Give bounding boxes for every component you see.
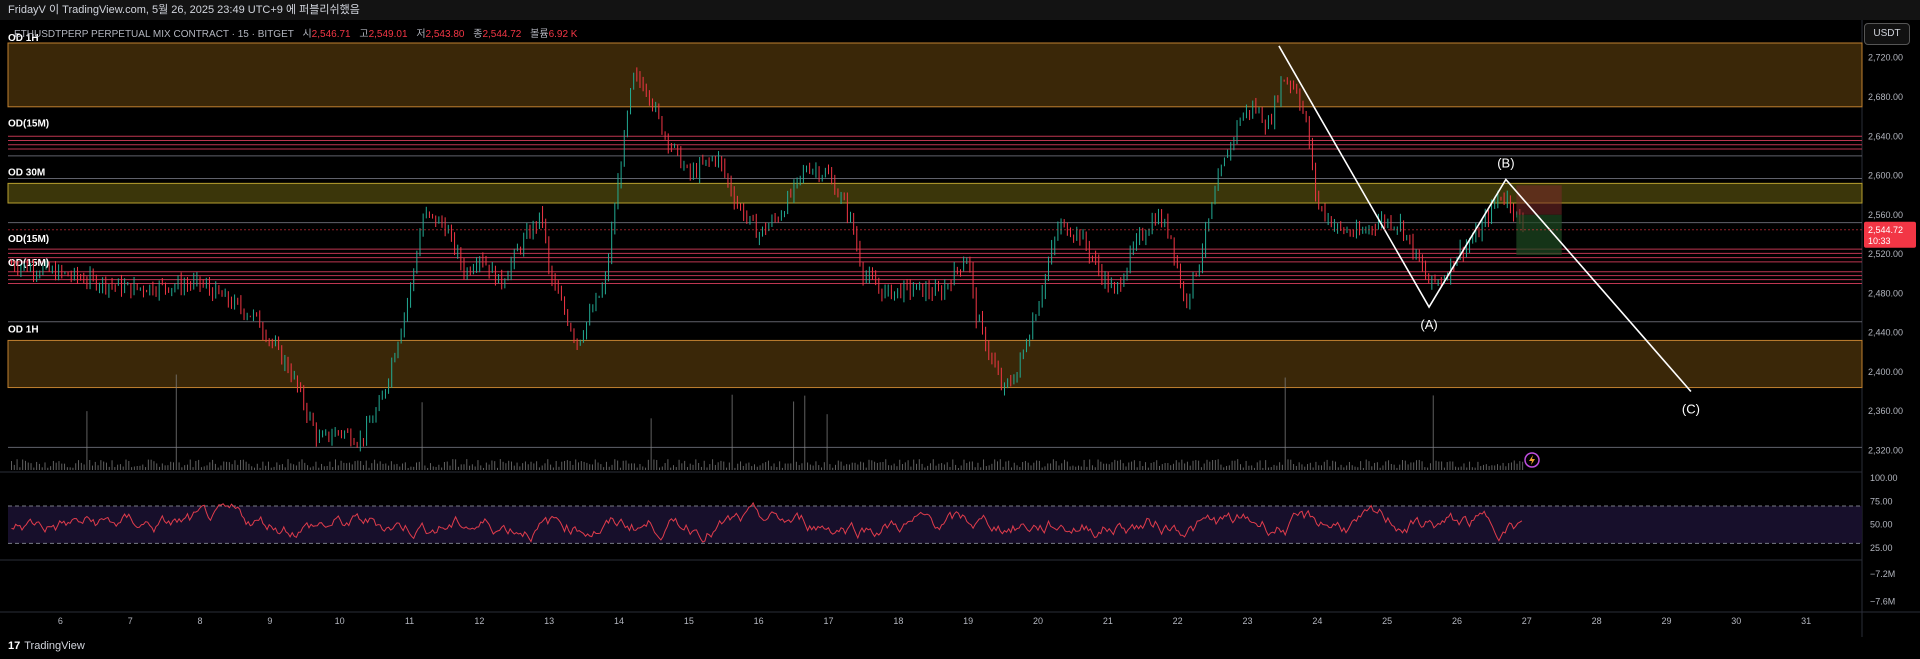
low-value: 2,543.80 [425, 29, 465, 40]
wave-label-a: (A) [1420, 317, 1437, 332]
rsi-pane: 100.00 75.00 50.00 25.00 [0, 471, 1898, 553]
time-tick: 29 [1661, 616, 1671, 626]
open-value: 2,546.71 [311, 29, 351, 40]
time-tick: 18 [893, 616, 903, 626]
current-price-badge [1864, 221, 1916, 248]
symbol-legend: ETHUSDTPERP PERPETUAL MIX CONTRACT · 15 … [14, 25, 577, 40]
rsi-tick: 100.00 [1870, 473, 1898, 483]
zone-label: OD 30M [8, 167, 45, 178]
price-axis: 2,720.00 2,680.00 2,640.00 2,600.00 2,560.00… [1868, 53, 1903, 456]
wave-label-c: (C) [1682, 401, 1700, 416]
time-tick: 27 [1522, 616, 1532, 626]
volume-layer [10, 374, 1524, 470]
high-value: 2,549.01 [368, 29, 408, 40]
time-tick: 23 [1242, 616, 1252, 626]
cvd-tick: −7.6M [1870, 596, 1895, 606]
time-tick: 13 [544, 616, 554, 626]
time-tick: 26 [1452, 616, 1462, 626]
price-tick: 2,320.00 [1868, 445, 1903, 455]
indicator-settings-icon [1524, 452, 1540, 468]
zone-od-1h [7, 339, 1863, 389]
time-tick: 14 [614, 616, 624, 626]
cvd-tick: −7.2M [1870, 569, 1895, 579]
currency-button[interactable]: USDT [1864, 23, 1910, 45]
time-tick: 30 [1731, 616, 1741, 626]
high-label: 고 [359, 29, 369, 40]
symbol-name[interactable]: ETHUSDTPERP PERPETUAL MIX CONTRACT · 15 … [14, 29, 294, 40]
low-label: 저 [416, 29, 426, 40]
time-tick: 19 [963, 616, 973, 626]
time-tick: 21 [1103, 616, 1113, 626]
close-label: 종 [473, 29, 483, 40]
time-tick: 7 [128, 616, 133, 626]
publish-info-text: FridayV 이 TradingView.com, 5월 26, 2025 2… [8, 4, 360, 16]
price-tick: 2,440.00 [1868, 328, 1903, 338]
volume-value: 6.92 K [548, 29, 578, 40]
time-tick: 28 [1592, 616, 1602, 626]
zone-label: OD(15M) [8, 118, 49, 129]
price-tick: 2,560.00 [1868, 210, 1903, 220]
brand-name: TradingView [24, 640, 85, 652]
time-tick: 12 [474, 616, 484, 626]
indicator-settings-icon-ring [1524, 452, 1540, 468]
time-tick: 11 [405, 616, 414, 626]
zone-label: OD 1H [8, 325, 39, 336]
time-tick: 10 [335, 616, 345, 626]
time-tick: 17 [824, 616, 834, 626]
price-axis-pane [1862, 20, 1920, 637]
time-axis: 6 7 8 9 10 11 12 13 14 15 16 17 18 19 20 21 22 23 24 25 26 27… [0, 611, 1920, 626]
rsi-tick: 50.00 [1870, 520, 1893, 530]
cvd-pane: −7.2M −7.6M [0, 559, 1895, 606]
price-tick: 2,360.00 [1868, 406, 1903, 416]
rsi-tick: 25.00 [1870, 543, 1893, 553]
zone-od-30m [7, 182, 1863, 204]
zone-od-1h [7, 42, 1863, 108]
candles-layer [10, 67, 1524, 452]
time-tick: 24 [1312, 616, 1322, 626]
indicator-settings-icon-bolt [1529, 455, 1535, 465]
time-tick: 9 [267, 616, 272, 626]
price-tick: 2,480.00 [1868, 288, 1903, 298]
rsi-line [11, 501, 1523, 543]
time-tick: 22 [1173, 616, 1183, 626]
time-tick: 6 [58, 616, 63, 626]
time-tick: 16 [754, 616, 764, 626]
rsi-band [8, 506, 1862, 544]
zone-label: OD(15M) [8, 258, 49, 269]
volume-label: 볼륨 [530, 29, 549, 40]
time-tick: 8 [198, 616, 203, 626]
tradingview-logo-icon: 17 [8, 640, 21, 652]
wave-label-b: (B) [1497, 155, 1514, 170]
wave-layer: (A) (B) (C) [1278, 45, 1700, 416]
current-price-value: 2,544.72 [1868, 225, 1903, 235]
price-tick: 2,400.00 [1868, 367, 1903, 377]
chart-background [0, 20, 1920, 637]
price-tick: 2,520.00 [1868, 249, 1903, 259]
bar-countdown: 10:33 [1868, 236, 1891, 246]
price-tick: 2,640.00 [1868, 131, 1903, 141]
zones-layer [7, 42, 1863, 448]
publish-info-bar: FridayV 이 TradingView.com, 5월 26, 2025 2… [0, 0, 1920, 20]
time-tick: 25 [1382, 616, 1392, 626]
time-tick: 31 [1801, 616, 1811, 626]
close-value: 2,544.72 [482, 29, 522, 40]
price-tick: 2,720.00 [1868, 53, 1903, 63]
time-tick: 15 [684, 616, 694, 626]
open-label: 시 [302, 29, 312, 40]
tradingview-brand[interactable]: 17 TradingView [8, 640, 85, 652]
footer [0, 637, 1920, 659]
elliott-wave-line [1278, 45, 1692, 392]
rsi-tick: 75.00 [1870, 496, 1893, 506]
time-tick: 20 [1033, 616, 1043, 626]
price-tick: 2,680.00 [1868, 92, 1903, 102]
price-tick: 2,600.00 [1868, 171, 1903, 181]
zone-label: OD 1H [8, 33, 39, 44]
zone-label: OD(15M) [8, 234, 49, 245]
